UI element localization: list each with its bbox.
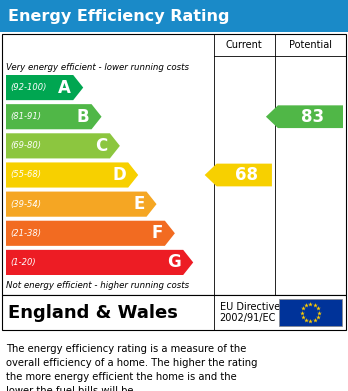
Polygon shape (6, 221, 175, 246)
Polygon shape (6, 192, 157, 217)
Polygon shape (6, 133, 120, 158)
Bar (0, 0, 348, 32)
Text: (21-38): (21-38) (10, 229, 41, 238)
Bar (2, 295, 346, 330)
Text: (39-54): (39-54) (10, 200, 41, 209)
Text: (81-91): (81-91) (10, 112, 41, 121)
Bar (279, 299, 342, 326)
Text: E: E (133, 195, 144, 213)
Text: lower the fuel bills will be.: lower the fuel bills will be. (6, 386, 137, 391)
Text: B: B (77, 108, 89, 126)
Text: 68: 68 (235, 166, 258, 184)
Polygon shape (6, 75, 83, 100)
Text: Very energy efficient - lower running costs: Very energy efficient - lower running co… (6, 63, 189, 72)
Polygon shape (205, 164, 272, 187)
Bar (2, 34, 346, 295)
Text: the more energy efficient the home is and the: the more energy efficient the home is an… (6, 372, 237, 382)
Text: The energy efficiency rating is a measure of the: The energy efficiency rating is a measur… (6, 344, 246, 354)
Text: 2002/91/EC: 2002/91/EC (220, 314, 276, 323)
Text: (92-100): (92-100) (10, 83, 46, 92)
Polygon shape (6, 104, 102, 129)
Polygon shape (6, 250, 193, 275)
Text: (55-68): (55-68) (10, 170, 41, 179)
Text: Potential: Potential (289, 40, 332, 50)
Text: F: F (151, 224, 163, 242)
Text: EU Directive: EU Directive (220, 301, 280, 312)
Text: D: D (112, 166, 126, 184)
Text: (69-80): (69-80) (10, 142, 41, 151)
Text: England & Wales: England & Wales (8, 303, 178, 321)
Text: (1-20): (1-20) (10, 258, 35, 267)
Text: overall efficiency of a home. The higher the rating: overall efficiency of a home. The higher… (6, 358, 258, 368)
Text: A: A (58, 79, 71, 97)
Text: Current: Current (226, 40, 263, 50)
Text: G: G (167, 253, 181, 271)
Text: Energy Efficiency Rating: Energy Efficiency Rating (8, 9, 229, 23)
Text: C: C (96, 137, 108, 155)
Polygon shape (266, 105, 343, 128)
Text: 83: 83 (301, 108, 324, 126)
Polygon shape (6, 162, 138, 188)
Text: Not energy efficient - higher running costs: Not energy efficient - higher running co… (6, 282, 189, 291)
